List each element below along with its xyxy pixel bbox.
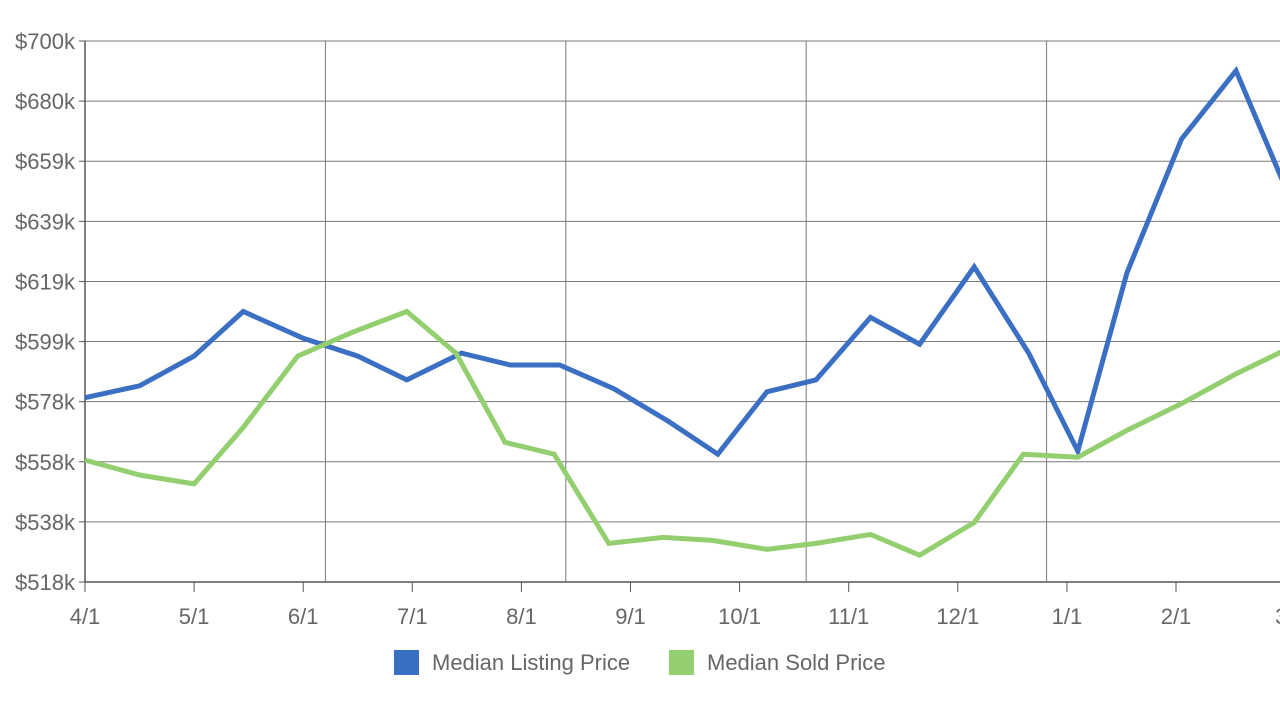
- y-tick-label: $599k: [15, 330, 76, 355]
- y-tick-label: $538k: [15, 510, 76, 535]
- x-tick-label: 1/1: [1052, 604, 1083, 629]
- y-tick-label: $639k: [15, 209, 76, 234]
- y-tick-label: $680k: [15, 89, 76, 114]
- x-tick-label: 3/: [1275, 604, 1280, 629]
- x-tick-label: 4/1: [70, 604, 101, 629]
- series-lines: [84, 65, 1280, 558]
- legend-label-listing: Median Listing Price: [432, 650, 630, 675]
- grid: [85, 40, 1280, 583]
- x-tick-label: 9/1: [615, 604, 646, 629]
- y-tick-label: $659k: [15, 149, 76, 174]
- legend: Median Listing Price Median Sold Price: [394, 650, 886, 675]
- x-tick-label: 8/1: [506, 604, 537, 629]
- legend-swatch-sold: [669, 650, 694, 675]
- y-tick-label: $518k: [15, 570, 76, 595]
- series-line-median-sold-price: [84, 308, 1280, 558]
- legend-swatch-listing: [394, 650, 419, 675]
- y-tick-label: $700k: [15, 29, 76, 54]
- x-tick-label: 10/1: [718, 604, 761, 629]
- x-tick-label: 11/1: [828, 604, 869, 629]
- x-tick-label: 12/1: [936, 604, 979, 629]
- y-tick-label: $558k: [15, 450, 76, 475]
- axes: $518k $538k $558k $578k $599k $619k $639k $659k…: [15, 29, 1280, 629]
- x-tick-label: 5/1: [179, 604, 210, 629]
- x-tick-label: 6/1: [288, 604, 319, 629]
- x-tick-label: 7/1: [397, 604, 428, 629]
- series-line-median-listing-price: [84, 65, 1280, 459]
- y-tick-label: $578k: [15, 390, 76, 415]
- y-tick-label: $619k: [15, 269, 76, 294]
- legend-label-sold: Median Sold Price: [707, 650, 886, 675]
- x-tick-label: 2/1: [1161, 604, 1192, 629]
